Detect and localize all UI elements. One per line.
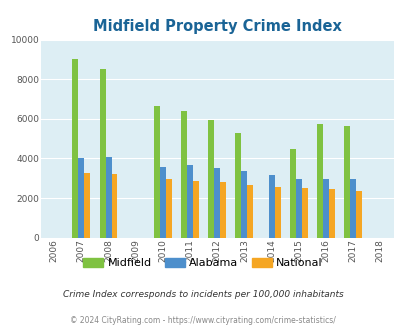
Bar [153, 106, 160, 238]
Bar [111, 174, 117, 238]
Bar [84, 173, 90, 238]
Bar [187, 165, 192, 238]
Bar [181, 111, 187, 238]
Bar [99, 69, 105, 238]
Bar [274, 186, 280, 238]
Bar [214, 168, 220, 238]
Bar [105, 157, 111, 238]
Title: Midfield Property Crime Index: Midfield Property Crime Index [93, 19, 341, 34]
Bar [192, 181, 198, 238]
Bar [166, 179, 171, 238]
Bar [241, 171, 247, 238]
Bar [247, 184, 253, 238]
Bar [295, 179, 301, 238]
Bar [289, 149, 295, 238]
Legend: Midfield, Alabama, National: Midfield, Alabama, National [78, 253, 327, 273]
Bar [355, 191, 361, 238]
Bar [208, 120, 214, 238]
Bar [72, 59, 78, 238]
Bar [316, 124, 322, 238]
Bar [220, 182, 226, 238]
Bar [328, 189, 334, 238]
Text: © 2024 CityRating.com - https://www.cityrating.com/crime-statistics/: © 2024 CityRating.com - https://www.city… [70, 316, 335, 325]
Bar [343, 126, 349, 238]
Bar [322, 179, 328, 238]
Bar [160, 167, 166, 238]
Bar [235, 133, 241, 238]
Text: Crime Index corresponds to incidents per 100,000 inhabitants: Crime Index corresponds to incidents per… [62, 290, 343, 299]
Bar [268, 175, 274, 238]
Bar [301, 188, 307, 238]
Bar [78, 158, 84, 238]
Bar [349, 179, 355, 238]
